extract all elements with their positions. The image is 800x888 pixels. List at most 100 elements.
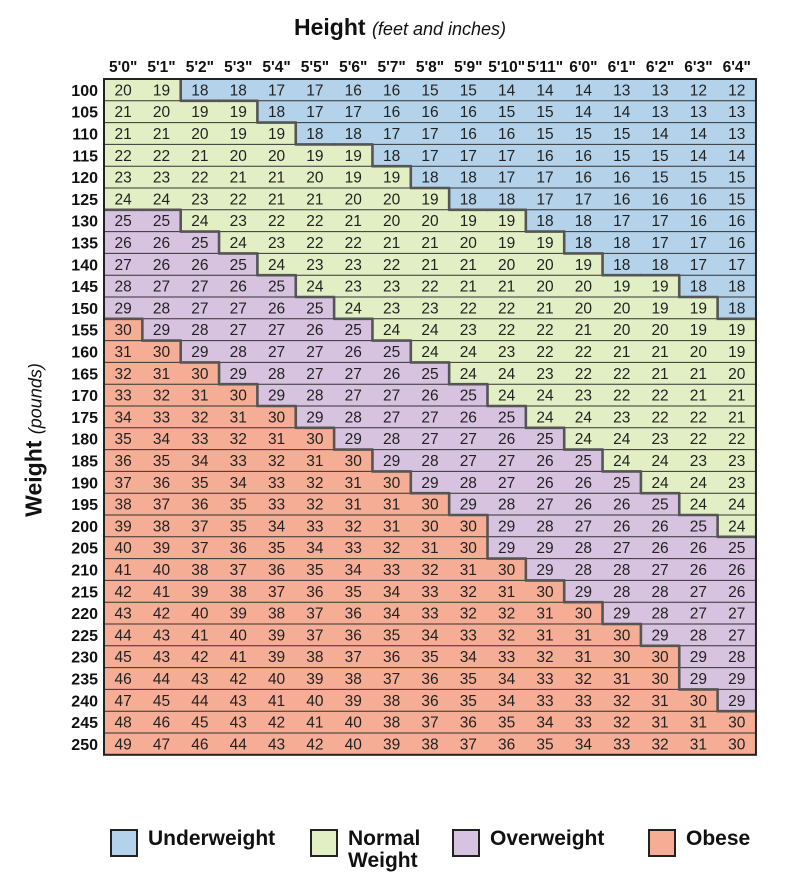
cell-value: 22 bbox=[690, 431, 707, 448]
bmi-cell bbox=[410, 580, 450, 603]
bmi-cell bbox=[334, 100, 373, 124]
cell-value: 27 bbox=[421, 431, 438, 448]
bmi-cell bbox=[142, 144, 182, 167]
cell-value: 37 bbox=[191, 518, 208, 535]
cell-value: 27 bbox=[498, 475, 515, 492]
cell-value: 25 bbox=[460, 388, 477, 405]
cell-value: 18 bbox=[613, 257, 630, 274]
bmi-cell bbox=[487, 209, 527, 233]
cell-value: 22 bbox=[536, 322, 553, 339]
bmi-cell bbox=[257, 624, 297, 647]
legend-item-obese: Obese bbox=[648, 828, 750, 857]
bmi-cell bbox=[717, 100, 757, 124]
bmi-cell bbox=[142, 602, 182, 625]
cell-value: 30 bbox=[460, 540, 478, 557]
cell-value: 24 bbox=[306, 279, 324, 296]
cell-value: 23 bbox=[345, 257, 362, 274]
bmi-cell bbox=[717, 536, 757, 560]
bmi-cell bbox=[487, 144, 527, 167]
cell-value: 38 bbox=[306, 649, 323, 666]
bmi-cell bbox=[679, 449, 719, 472]
cell-value: 35 bbox=[421, 649, 438, 666]
bmi-cell bbox=[410, 79, 450, 102]
bmi-cell bbox=[487, 275, 527, 298]
bmi-cell bbox=[640, 667, 680, 690]
bmi-cell bbox=[142, 406, 182, 429]
cell-value: 26 bbox=[268, 300, 285, 317]
bmi-cell bbox=[334, 188, 373, 211]
bmi-cell bbox=[372, 580, 412, 603]
bmi-cell bbox=[257, 79, 297, 102]
bmi-cell bbox=[640, 645, 680, 669]
bmi-cell bbox=[602, 253, 642, 276]
cell-value: 19 bbox=[153, 82, 170, 99]
cell-value: 29 bbox=[728, 693, 745, 710]
bmi-cell bbox=[679, 79, 719, 102]
cell-value: 20 bbox=[230, 148, 248, 165]
bmi-cell bbox=[334, 79, 373, 102]
cell-value: 37 bbox=[191, 540, 208, 557]
bmi-cell bbox=[257, 297, 297, 320]
cell-value: 13 bbox=[613, 82, 630, 99]
cell-value: 18 bbox=[230, 82, 247, 99]
cell-value: 16 bbox=[575, 170, 592, 187]
bmi-cell bbox=[219, 536, 258, 560]
bmi-cell bbox=[104, 711, 143, 734]
bmi-cell bbox=[219, 580, 258, 603]
bmi-cell bbox=[295, 536, 335, 560]
bmi-cell bbox=[372, 384, 412, 407]
bmi-cell bbox=[142, 733, 182, 756]
cell-value: 24 bbox=[575, 431, 593, 448]
cell-value: 23 bbox=[613, 409, 630, 426]
cell-value: 40 bbox=[345, 715, 363, 732]
cell-value: 31 bbox=[575, 649, 592, 666]
cell-value: 22 bbox=[345, 235, 362, 252]
bmi-cell bbox=[487, 602, 527, 625]
bmi-cell bbox=[104, 209, 143, 233]
bmi-cell bbox=[717, 667, 757, 690]
cell-value: 32 bbox=[153, 388, 170, 405]
cell-value: 21 bbox=[115, 104, 132, 121]
cell-value: 26 bbox=[191, 257, 208, 274]
cell-value: 31 bbox=[651, 715, 668, 732]
cell-value: 19 bbox=[613, 279, 630, 296]
bmi-cell bbox=[717, 580, 757, 603]
bmi-cell bbox=[449, 166, 488, 189]
bmi-cell bbox=[487, 188, 527, 211]
bmi-cell bbox=[142, 645, 182, 669]
bmi-cell bbox=[104, 427, 143, 451]
cell-value: 27 bbox=[230, 300, 247, 317]
cell-value: 35 bbox=[383, 627, 400, 644]
cell-value: 25 bbox=[268, 279, 285, 296]
bmi-cell bbox=[219, 689, 258, 712]
cell-value: 27 bbox=[306, 366, 323, 383]
weight-tick-label: 170 bbox=[71, 388, 98, 405]
bmi-cell bbox=[295, 253, 335, 276]
cell-value: 32 bbox=[575, 671, 592, 688]
bmi-cell bbox=[257, 209, 297, 233]
cell-value: 31 bbox=[153, 366, 170, 383]
bmi-cell bbox=[602, 536, 642, 560]
bmi-cell bbox=[372, 275, 412, 298]
bmi-cell bbox=[564, 624, 604, 647]
cell-value: 34 bbox=[498, 693, 516, 710]
cell-value: 19 bbox=[345, 170, 362, 187]
bmi-cell bbox=[180, 209, 220, 233]
cell-value: 21 bbox=[460, 257, 477, 274]
cell-value: 13 bbox=[728, 126, 745, 143]
cell-value: 20 bbox=[575, 279, 593, 296]
bmi-cell bbox=[640, 406, 680, 429]
bmi-cell bbox=[219, 100, 258, 124]
cell-value: 31 bbox=[115, 344, 132, 361]
bmi-cell bbox=[104, 253, 143, 276]
cell-value: 20 bbox=[306, 170, 324, 187]
bmi-cell bbox=[142, 275, 182, 298]
cell-value: 36 bbox=[421, 671, 438, 688]
cell-value: 30 bbox=[690, 693, 708, 710]
cell-value: 36 bbox=[230, 540, 247, 557]
cell-value: 30 bbox=[115, 322, 133, 339]
cell-value: 15 bbox=[613, 148, 630, 165]
cell-value: 42 bbox=[115, 584, 132, 601]
bmi-cell bbox=[525, 122, 565, 145]
bmi-cell bbox=[602, 602, 642, 625]
